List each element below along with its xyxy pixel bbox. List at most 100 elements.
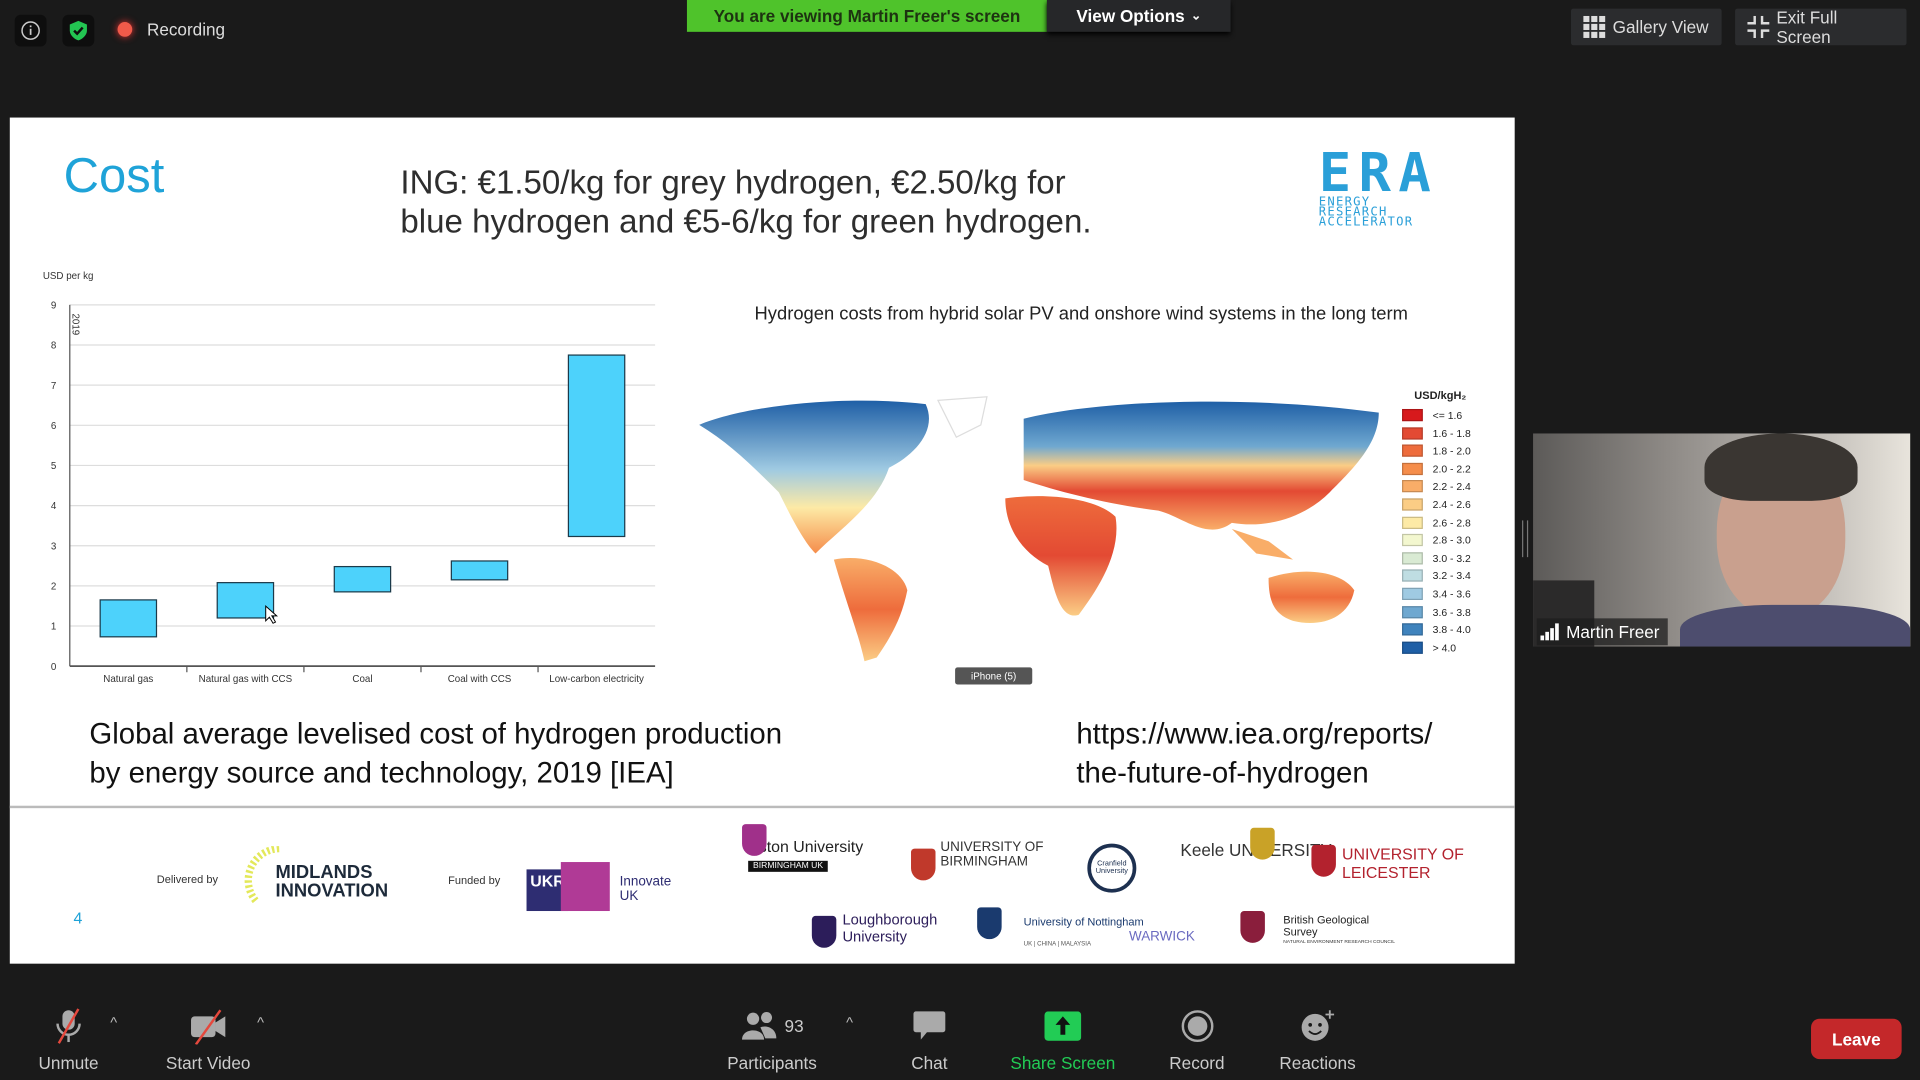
video-tile-martin-freer[interactable]: Martin Freer bbox=[1533, 433, 1911, 647]
gallery-view-button[interactable]: Gallery View bbox=[1571, 8, 1722, 46]
university-of-birmingham-logo: UNIVERSITY OF BIRMINGHAM bbox=[940, 840, 1044, 870]
bar-coal bbox=[333, 565, 392, 593]
audio-options-caret[interactable]: ^ bbox=[110, 1013, 118, 1032]
x-tick-label: Natural gas with CCS bbox=[199, 674, 293, 685]
era-logo: ERA ENERGY RESEARCH ACCELERATOR bbox=[1318, 142, 1483, 229]
bar-coal-with-ccs bbox=[450, 560, 509, 581]
share-screen-button[interactable]: Share Screen bbox=[1008, 1007, 1118, 1073]
legend-label: 3.2 - 3.4 bbox=[1432, 569, 1471, 583]
y-tick-label: 6 bbox=[51, 421, 57, 432]
british-geological-survey-logo: British Geological Survey bbox=[1283, 913, 1370, 938]
legend-item: <= 1.6 bbox=[1402, 407, 1462, 424]
source-url[interactable]: https://www.iea.org/reports/ the-future-… bbox=[1076, 715, 1432, 793]
participant-hair bbox=[1704, 433, 1858, 501]
x-tick-label: Coal bbox=[352, 674, 372, 685]
record-button[interactable]: Record bbox=[1163, 1007, 1230, 1073]
legend-swatch bbox=[1402, 408, 1423, 422]
encryption-button[interactable] bbox=[62, 14, 95, 47]
unmute-button[interactable]: Unmute bbox=[32, 1007, 105, 1073]
legend-swatch bbox=[1402, 623, 1423, 636]
meeting-info-button[interactable] bbox=[14, 14, 47, 47]
legend-swatch bbox=[1402, 426, 1423, 440]
legend-label: 1.8 - 2.0 bbox=[1432, 444, 1471, 457]
caption-line-1: Global average levelised cost of hydroge… bbox=[89, 717, 783, 751]
record-icon bbox=[1181, 1010, 1213, 1043]
shared-screen-slide: Cost ING: €1.50/kg for grey hydrogen, €2… bbox=[9, 117, 1515, 964]
caption-line-2: by energy source and technology, 2019 [I… bbox=[89, 756, 674, 790]
legend-item: 3.8 - 4.0 bbox=[1402, 621, 1471, 638]
panel-resize-handle[interactable] bbox=[1522, 520, 1529, 558]
funded-by-label: Funded by bbox=[448, 874, 501, 887]
aston-birmingham-tag: BIRMINGHAM UK bbox=[748, 860, 828, 872]
start-video-button[interactable]: Start Video bbox=[159, 1007, 257, 1073]
nottingham-tower-icon bbox=[977, 907, 1002, 940]
legend-item: > 4.0 bbox=[1402, 639, 1456, 656]
world-cost-map bbox=[699, 396, 1379, 662]
chat-bubble-icon bbox=[913, 1011, 946, 1040]
legend-item: 2.0 - 2.2 bbox=[1402, 460, 1471, 477]
legend-swatch bbox=[1402, 605, 1423, 618]
slide-title: Cost bbox=[63, 149, 165, 204]
map-title: Hydrogen costs from hybrid solar PV and … bbox=[754, 303, 1408, 325]
participants-options-caret[interactable]: ^ bbox=[846, 1013, 854, 1032]
ukri-logo: UKRI bbox=[526, 862, 613, 912]
legend-item: 1.6 - 1.8 bbox=[1402, 424, 1471, 441]
chat-button[interactable]: Chat bbox=[899, 1007, 960, 1073]
map-eurasia bbox=[1023, 401, 1379, 530]
y-tick-label: 0 bbox=[51, 662, 57, 673]
video-options-caret[interactable]: ^ bbox=[257, 1013, 265, 1032]
legend-swatch bbox=[1402, 444, 1423, 457]
legend-item: 2.6 - 2.8 bbox=[1402, 514, 1471, 531]
legend-item: 3.0 - 3.2 bbox=[1402, 550, 1471, 567]
headline-line-1: ING: €1.50/kg for grey hydrogen, €2.50/k… bbox=[400, 164, 1066, 201]
y-tick-label: 4 bbox=[51, 501, 57, 512]
era-line-3: ACCELERATOR bbox=[1318, 215, 1414, 229]
reactions-smiley-icon bbox=[1301, 1010, 1335, 1041]
era-line-1: ENERGY bbox=[1318, 195, 1371, 210]
x-tick-label: Natural gas bbox=[103, 674, 153, 685]
nerc-tagline: NATURAL ENVIRONMENT RESEARCH COUNCIL bbox=[1283, 937, 1396, 945]
participants-label: Participants bbox=[727, 1053, 817, 1073]
legend-label: 3.0 - 3.2 bbox=[1432, 551, 1471, 565]
midlands-innovation-text: MIDLANDS INNOVATION bbox=[275, 862, 389, 902]
midlands-innovation-logo: MIDLANDS INNOVATION bbox=[242, 846, 401, 907]
legend-swatch bbox=[1402, 498, 1423, 511]
unmute-label: Unmute bbox=[38, 1053, 99, 1073]
legend-item: 3.6 - 3.8 bbox=[1402, 603, 1471, 620]
map-north-america bbox=[699, 400, 929, 554]
share-screen-arrow-icon bbox=[1044, 1011, 1082, 1041]
slide-headline: ING: €1.50/kg for grey hydrogen, €2.50/k… bbox=[400, 163, 1091, 241]
exit-full-screen-button[interactable]: Exit Full Screen bbox=[1735, 7, 1907, 47]
participants-button[interactable]: 93 Participants bbox=[720, 1007, 824, 1073]
legend-label: 3.8 - 4.0 bbox=[1432, 623, 1471, 636]
legend-swatch bbox=[1402, 641, 1423, 654]
map-greenland bbox=[937, 396, 988, 438]
reactions-button[interactable]: Reactions bbox=[1273, 1007, 1361, 1073]
era-line-2: RESEARCH bbox=[1318, 205, 1388, 220]
video-camera-off-icon bbox=[191, 1009, 226, 1045]
legend-swatch bbox=[1402, 534, 1423, 547]
sunburst-icon bbox=[244, 846, 280, 905]
legend-label: <= 1.6 bbox=[1432, 408, 1463, 422]
loughborough-crest-icon bbox=[811, 915, 837, 948]
exit-full-screen-label: Exit Full Screen bbox=[1776, 7, 1838, 47]
university-of-nottingham-logo: University of Nottingham bbox=[1023, 915, 1144, 929]
microphone-muted-icon bbox=[56, 1008, 81, 1044]
recording-status: Recording bbox=[146, 19, 226, 40]
legend-item: 3.2 - 3.4 bbox=[1402, 567, 1471, 584]
y-tick-label: 1 bbox=[51, 622, 56, 633]
view-options-button[interactable]: View Options ⌄ bbox=[1046, 0, 1231, 32]
map-legend: USD/kgH₂ <= 1.6 1.6 - 1.8 1.8 - 2.0 2.0 - 2… bbox=[1402, 389, 1500, 654]
legend-swatch bbox=[1402, 551, 1423, 565]
chevron-down-icon: ⌄ bbox=[1190, 9, 1202, 23]
leicester-shield-icon bbox=[1311, 844, 1336, 877]
birmingham-crest-icon bbox=[911, 848, 936, 881]
reactions-label: Reactions bbox=[1279, 1053, 1356, 1073]
cost-bar-chart: USD per kg 0 1 2 3 4 5 6 7 8 9 2019 Natural gas Natur… bbox=[43, 271, 656, 685]
recording-dot-icon bbox=[117, 22, 133, 37]
delivered-by-label: Delivered by bbox=[156, 873, 218, 886]
y-tick-label: 8 bbox=[51, 341, 57, 352]
leave-button[interactable]: Leave bbox=[1811, 1018, 1902, 1060]
aston-triangle-icon bbox=[742, 824, 767, 856]
era-logo-letters: ERA bbox=[1318, 142, 1439, 205]
